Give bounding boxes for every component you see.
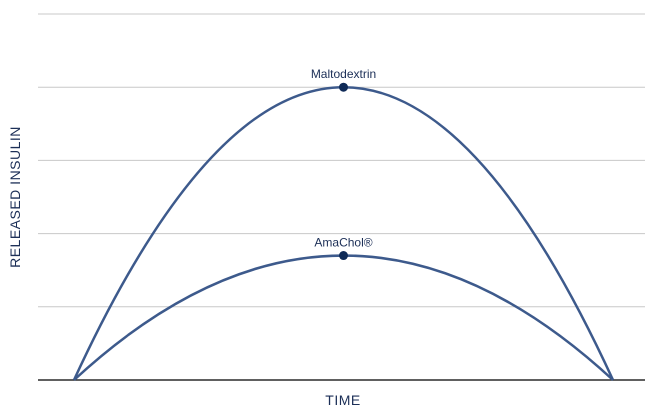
y-axis-title: RELEASED INSULIN [7, 126, 23, 268]
peak-marker-maltodextrin [339, 82, 348, 92]
series-label-amachol: AmaChol® [314, 236, 372, 250]
peak-marker-amachol [339, 251, 348, 261]
gridlines [38, 13, 645, 308]
x-axis-title: TIME [325, 392, 360, 407]
series-line-amachol [73, 254, 614, 381]
series-curves: Maltodextrin AmaChol® [72, 67, 615, 381]
series-label-maltodextrin: Maltodextrin [311, 67, 376, 81]
